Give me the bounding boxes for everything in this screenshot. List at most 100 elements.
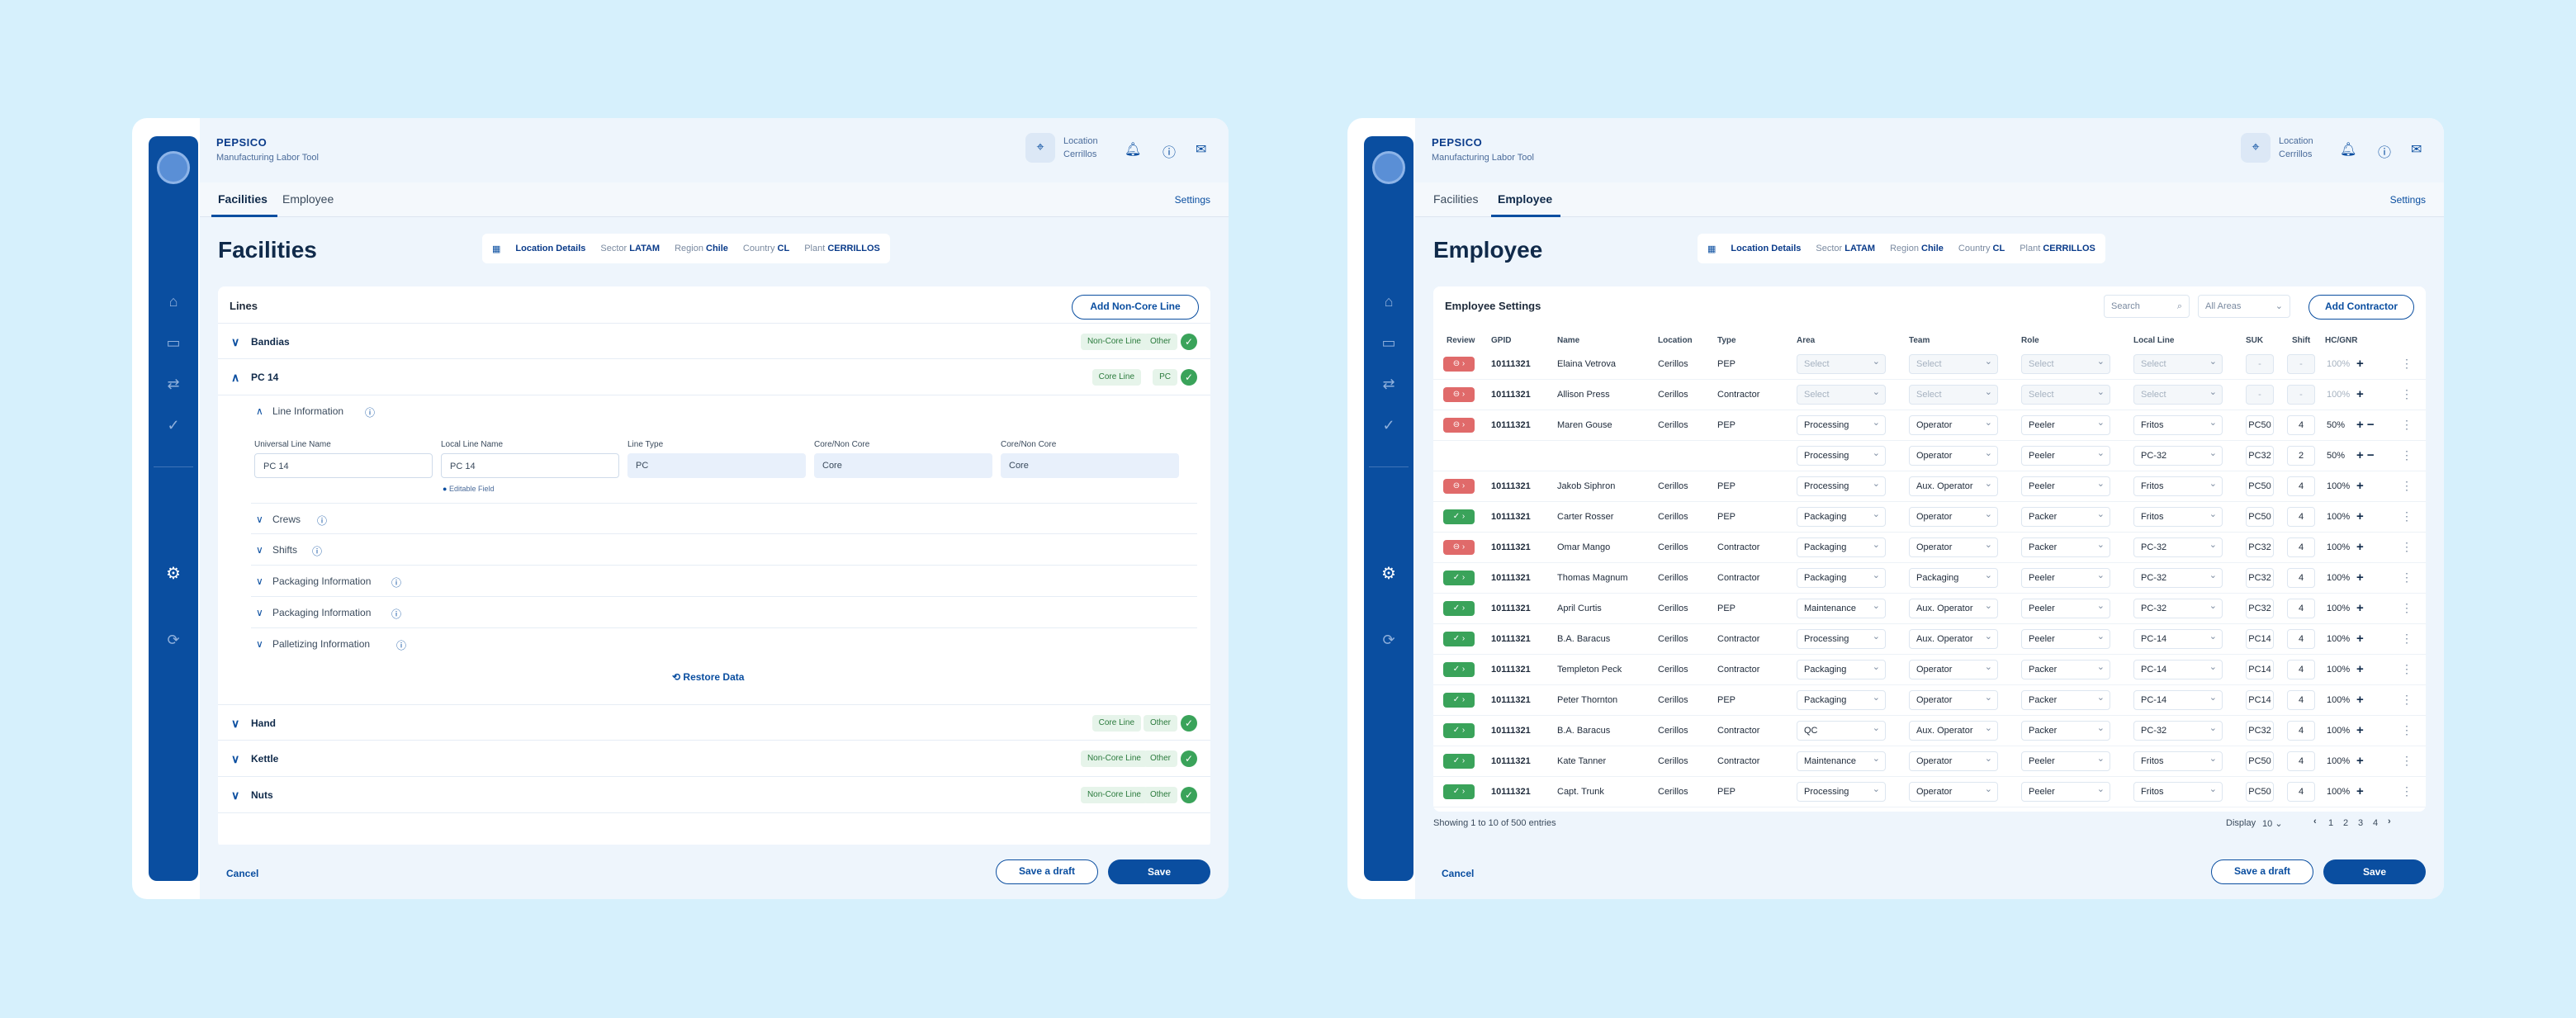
role-select[interactable]: Peeler: [2021, 627, 2110, 649]
section-shifts[interactable]: ∨ Shifts ⓘ: [251, 534, 1197, 566]
area-select[interactable]: Packaging: [1797, 566, 1886, 588]
shift-field[interactable]: 4: [2287, 476, 2315, 496]
shift-field[interactable]: 4: [2287, 507, 2315, 527]
area-select[interactable]: Select: [1797, 383, 1886, 405]
shift-field[interactable]: 4: [2287, 415, 2315, 435]
more-options-icon[interactable]: ⋮: [2401, 387, 2413, 400]
transfer-icon[interactable]: ⇄: [167, 376, 180, 392]
more-options-icon[interactable]: ⋮: [2401, 540, 2413, 553]
cancel-button[interactable]: Cancel: [226, 868, 259, 879]
role-select[interactable]: Peeler: [2021, 444, 2110, 466]
team-select[interactable]: Operator: [1909, 658, 1998, 679]
local-line-select[interactable]: Fritos: [2133, 475, 2223, 496]
shift-field[interactable]: 4: [2287, 660, 2315, 679]
area-select[interactable]: Packaging: [1797, 536, 1886, 557]
team-select[interactable]: Select: [1909, 353, 1998, 374]
cancel-button[interactable]: Cancel: [1442, 868, 1475, 879]
save-button[interactable]: Save: [2323, 859, 2426, 884]
local-line-select[interactable]: Fritos: [2133, 780, 2223, 802]
review-toggle[interactable]: ✓ ›: [1443, 509, 1475, 524]
role-select[interactable]: Packer: [2021, 689, 2110, 710]
section-palletizing[interactable]: ∨ Palletizing Information ⓘ: [256, 638, 407, 651]
chevron-up-icon[interactable]: ∧: [256, 405, 263, 417]
section-crews[interactable]: ∨ Crews ⓘ: [251, 503, 1197, 534]
more-options-icon[interactable]: ⋮: [2401, 571, 2413, 584]
local-line-select[interactable]: PC-32: [2133, 444, 2223, 466]
tab-employee[interactable]: Employee: [282, 192, 334, 206]
team-select[interactable]: Operator: [1909, 414, 1998, 435]
tab-facilities[interactable]: Facilities: [1433, 192, 1479, 206]
local-line-select[interactable]: Fritos: [2133, 414, 2223, 435]
local-line-select[interactable]: Select: [2133, 383, 2223, 405]
suk-field[interactable]: PC32: [2246, 537, 2274, 557]
suk-field[interactable]: PC50: [2246, 415, 2274, 435]
suk-field[interactable]: -: [2246, 385, 2274, 405]
team-select[interactable]: Operator: [1909, 505, 1998, 527]
area-select[interactable]: Packaging: [1797, 658, 1886, 679]
review-toggle[interactable]: ⊖ ›: [1443, 479, 1475, 494]
page-3[interactable]: 3: [2358, 818, 2364, 828]
more-options-icon[interactable]: ⋮: [2401, 723, 2413, 736]
review-toggle[interactable]: ✓ ›: [1443, 632, 1475, 646]
area-select[interactable]: Processing: [1797, 414, 1886, 435]
shift-field[interactable]: 2: [2287, 446, 2315, 466]
area-select[interactable]: Processing: [1797, 444, 1886, 466]
bell-icon[interactable]: 🔔︎: [1125, 143, 1142, 157]
local-line-select[interactable]: Fritos: [2133, 750, 2223, 771]
shift-field[interactable]: 4: [2287, 721, 2315, 741]
local-line-select[interactable]: PC-32: [2133, 536, 2223, 557]
role-select[interactable]: Peeler: [2021, 566, 2110, 588]
chart-icon[interactable]: ✓: [167, 417, 180, 433]
more-options-icon[interactable]: ⋮: [2401, 693, 2413, 706]
shift-field[interactable]: -: [2287, 385, 2315, 405]
team-select[interactable]: Operator: [1909, 750, 1998, 771]
more-options-icon[interactable]: ⋮: [2401, 448, 2413, 462]
suk-field[interactable]: PC14: [2246, 629, 2274, 649]
area-select[interactable]: Maintenance: [1797, 597, 1886, 618]
suk-field[interactable]: PC32: [2246, 568, 2274, 588]
chart-icon[interactable]: ✓: [1382, 417, 1395, 433]
areas-filter-select[interactable]: All Areas ⌄: [2198, 295, 2290, 318]
team-select[interactable]: Operator: [1909, 444, 1998, 466]
more-options-icon[interactable]: ⋮: [2401, 632, 2413, 645]
display-count-select[interactable]: 10 ⌄: [2262, 819, 2283, 829]
list-item[interactable]: ∨ Nuts Non-Core Line Other ✓: [218, 777, 1210, 813]
shift-field[interactable]: -: [2287, 354, 2315, 374]
list-item[interactable]: ∨ Kettle Non-Core Line Other ✓: [218, 741, 1210, 777]
shift-field[interactable]: 4: [2287, 599, 2315, 618]
bell-icon[interactable]: 🔔︎: [2340, 143, 2357, 157]
transfer-icon[interactable]: ⇄: [1382, 376, 1395, 392]
settings-link[interactable]: Settings: [2389, 194, 2426, 206]
suk-field[interactable]: PC32: [2246, 599, 2274, 618]
local-line-select[interactable]: PC-14: [2133, 658, 2223, 679]
page-1[interactable]: 1: [2328, 818, 2334, 828]
restore-data-button[interactable]: ⟲ Restore Data: [672, 671, 745, 683]
local-line-select[interactable]: PC-32: [2133, 597, 2223, 618]
suk-field[interactable]: PC50: [2246, 751, 2274, 771]
tab-facilities[interactable]: Facilities: [218, 192, 268, 206]
area-select[interactable]: Processing: [1797, 475, 1886, 496]
review-toggle[interactable]: ✓ ›: [1443, 601, 1475, 616]
shift-field[interactable]: 4: [2287, 782, 2315, 802]
review-toggle[interactable]: ⊖ ›: [1443, 540, 1475, 555]
team-select[interactable]: Aux. Operator: [1909, 597, 1998, 618]
review-toggle[interactable]: ✓ ›: [1443, 571, 1475, 585]
add-remove-icon[interactable]: +: [2356, 571, 2364, 585]
local-line-select[interactable]: PC-14: [2133, 627, 2223, 649]
area-select[interactable]: Processing: [1797, 627, 1886, 649]
shift-field[interactable]: 4: [2287, 751, 2315, 771]
add-remove-icon[interactable]: +: [2356, 693, 2364, 707]
info-icon[interactable]: ⓘ: [1163, 146, 1177, 160]
area-select[interactable]: Processing: [1797, 780, 1886, 802]
team-select[interactable]: Select: [1909, 383, 1998, 405]
role-select[interactable]: Select: [2021, 353, 2110, 374]
suk-field[interactable]: PC14: [2246, 690, 2274, 710]
section-packaging-2[interactable]: ∨ Packaging Information ⓘ: [251, 597, 1197, 628]
add-remove-icon[interactable]: +: [2356, 601, 2364, 615]
add-remove-icon[interactable]: +: [2356, 509, 2364, 523]
mail-icon[interactable]: ✉: [1196, 143, 1207, 157]
local-line-select[interactable]: PC-32: [2133, 719, 2223, 741]
sync-icon[interactable]: ⟳: [1382, 632, 1395, 648]
suk-field[interactable]: PC14: [2246, 660, 2274, 679]
book-icon[interactable]: ▭: [166, 334, 181, 351]
